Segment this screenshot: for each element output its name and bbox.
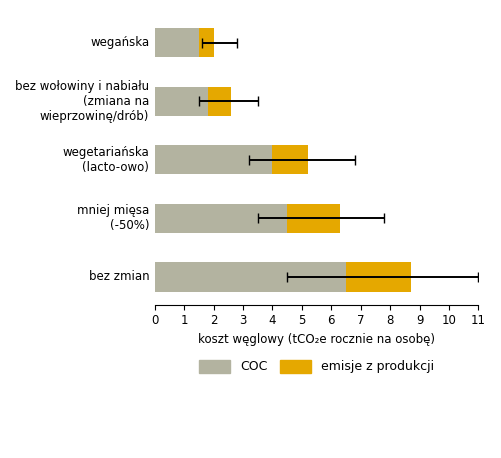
Bar [287,204,340,233]
Bar [199,28,213,57]
Legend: COC, emisje z produkcji: COC, emisje z produkcji [192,354,440,380]
Bar [155,145,273,174]
Bar [155,87,208,116]
Bar [155,262,346,292]
Bar [155,28,199,57]
X-axis label: koszt węglowy (tCO₂e rocznie na osobę): koszt węglowy (tCO₂e rocznie na osobę) [198,333,435,346]
Bar [273,145,308,174]
Bar [346,262,411,292]
Bar [155,204,287,233]
Bar [208,87,231,116]
